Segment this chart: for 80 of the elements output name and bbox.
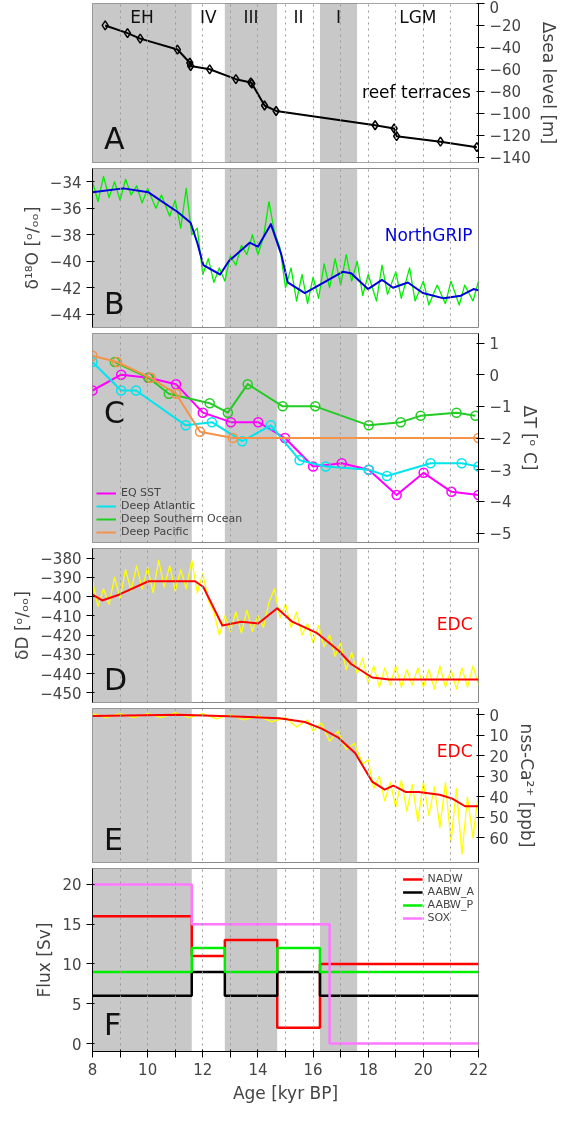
y2-tick-label: −20 bbox=[489, 17, 522, 36]
y2-tick-label: 1 bbox=[489, 335, 500, 353]
x-tick-label: 20 bbox=[413, 1060, 433, 1079]
text: NorthGRIP bbox=[384, 225, 473, 246]
y-tick-label: −400 bbox=[40, 588, 82, 607]
y2-tick-label: 40 bbox=[489, 788, 509, 807]
y-axis-title: Flux [Sv] bbox=[34, 922, 55, 998]
y2-tick-label: −5 bbox=[489, 525, 512, 543]
y2-tick-label: −40 bbox=[489, 39, 522, 58]
annotation: E bbox=[104, 821, 124, 857]
series-label: reef terraces bbox=[362, 82, 471, 103]
y2-tick-label: −2 bbox=[489, 430, 512, 448]
x-tick-label: 12 bbox=[193, 1060, 213, 1079]
y-tick-label: −440 bbox=[40, 665, 82, 684]
x-tick-label: 14 bbox=[248, 1060, 268, 1079]
y2-tick-label: −60 bbox=[489, 61, 522, 80]
x-tick-label: 8 bbox=[87, 1060, 98, 1079]
y2-tick-label: −1 bbox=[489, 398, 512, 417]
band-label: II bbox=[293, 6, 304, 27]
band-label: I bbox=[336, 6, 342, 27]
y-tick-label: −420 bbox=[40, 627, 82, 646]
band-label: III bbox=[243, 6, 259, 27]
y2-tick-label: 0 bbox=[489, 706, 500, 725]
y-tick-label: −42 bbox=[49, 279, 82, 298]
y2-tick-label: 50 bbox=[489, 809, 509, 828]
y2-tick-label: 20 bbox=[489, 747, 509, 766]
legend-label: AABW_A bbox=[427, 885, 474, 898]
y2-tick-label: −3 bbox=[489, 461, 512, 480]
legend-label: Deep Atlantic bbox=[121, 499, 196, 512]
y-tick-label: 0 bbox=[71, 1035, 82, 1054]
annotation: C bbox=[104, 395, 126, 431]
y-tick-label: −34 bbox=[49, 173, 82, 192]
y2-tick-label: 30 bbox=[489, 768, 509, 787]
legend-label: AABW_P bbox=[427, 898, 474, 911]
annotation: B bbox=[104, 286, 125, 322]
y-tick-label: −40 bbox=[49, 253, 82, 272]
y-tick-label: −380 bbox=[40, 550, 82, 569]
y-tick-label: −430 bbox=[40, 646, 82, 665]
legend-label: Deep Southern Ocean bbox=[121, 512, 243, 525]
y-tick-label: −390 bbox=[40, 569, 82, 588]
legend-label: NADW bbox=[427, 872, 463, 885]
annotation: F bbox=[104, 1006, 122, 1042]
y2-tick-label: −100 bbox=[489, 105, 531, 124]
y2-tick-label: 0 bbox=[489, 0, 500, 17]
y2-axis-title: ΔT [ᵒ C] bbox=[519, 405, 540, 471]
y2-tick-label: 60 bbox=[489, 829, 509, 848]
x-tick-label: 18 bbox=[358, 1060, 378, 1079]
legend-label: Deep Pacific bbox=[121, 525, 189, 538]
x-axis-title: Age [kyr BP] bbox=[232, 1082, 339, 1103]
y-tick-label: 15 bbox=[62, 916, 82, 935]
y2-tick-label: −140 bbox=[489, 149, 531, 168]
y2-tick-label: 10 bbox=[489, 727, 509, 746]
x-tick-label: 16 bbox=[303, 1060, 323, 1079]
text: EDC bbox=[436, 614, 473, 635]
y2-tick-label: 0 bbox=[489, 366, 500, 385]
y2-tick-label: −4 bbox=[489, 493, 512, 512]
y-tick-label: 5 bbox=[71, 995, 82, 1014]
y-tick-label: −38 bbox=[49, 226, 82, 245]
series-label: EDC bbox=[436, 741, 473, 762]
y-tick-label: −410 bbox=[40, 607, 82, 626]
y2-axis-title: nss-Ca²⁺ [ppb] bbox=[516, 723, 537, 848]
y-tick-label: 10 bbox=[62, 955, 82, 974]
legend-label: SOX bbox=[427, 911, 451, 924]
x-tick-label: 10 bbox=[138, 1060, 158, 1079]
annotation: D bbox=[104, 661, 128, 697]
y-tick-label: −44 bbox=[49, 306, 82, 325]
band-label: EH bbox=[130, 6, 154, 27]
y-tick-label: −36 bbox=[49, 200, 82, 219]
x-tick-label: 22 bbox=[468, 1060, 489, 1079]
y-axis-title: δ¹⁸O [ᵒ/ₒₒ] bbox=[21, 206, 42, 290]
y2-tick-label: −80 bbox=[489, 83, 522, 102]
y-axis-title: δD [ᵒ/ₒₒ] bbox=[12, 591, 33, 660]
band-label: IV bbox=[199, 6, 217, 27]
y2-tick-label: −120 bbox=[489, 127, 531, 146]
legend-label: EQ SST bbox=[121, 486, 161, 499]
annotation: A bbox=[104, 121, 126, 157]
y2-axis-title: Δsea level [m] bbox=[538, 21, 559, 145]
y-tick-label: 20 bbox=[62, 876, 82, 895]
y-tick-label: −450 bbox=[40, 684, 82, 703]
band-label: LGM bbox=[399, 6, 437, 27]
